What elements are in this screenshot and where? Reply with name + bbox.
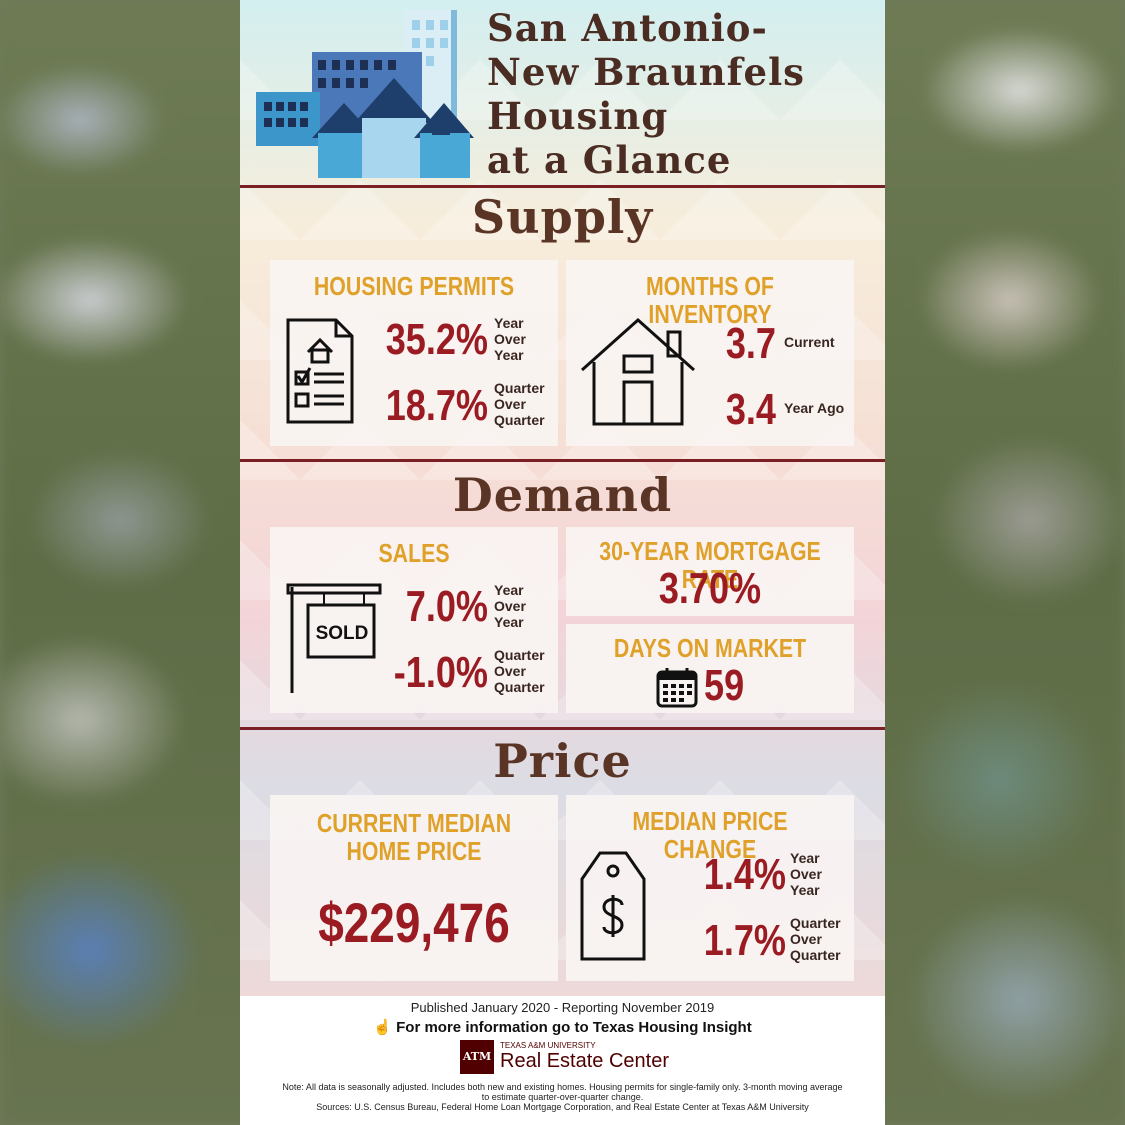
footer: Published January 2020 - Reporting Novem… — [240, 996, 885, 1125]
median-price-value: $229,476 — [318, 891, 510, 954]
pointer-hand-icon: ☝ — [373, 1019, 397, 1036]
card-months-of-inventory: MONTHS OF INVENTORY 3.7 Current 3.4 Year… — [566, 260, 854, 446]
permits-yoy-label: Year Over Year — [494, 315, 526, 363]
card-median-home-price: CURRENT MEDIAN HOME PRICE $229,476 — [270, 795, 558, 981]
price-change-yoy-value: 1.4% — [703, 850, 786, 899]
sales-qoq-value: -1.0% — [393, 648, 488, 697]
inventory-current-label: Current — [784, 334, 835, 350]
calendar-icon — [656, 668, 698, 708]
days-on-market-value: 59 — [704, 661, 745, 710]
document-checklist-icon — [286, 318, 354, 424]
permits-qoq-value: 18.7% — [385, 381, 488, 430]
section-divider — [240, 727, 885, 730]
section-divider — [240, 185, 885, 188]
card-title: SALES — [378, 538, 450, 568]
card-days-on-market: DAYS ON MARKET 59 — [566, 624, 854, 713]
card-title: CURRENT MEDIAN HOME PRICE — [316, 808, 512, 866]
price-change-qoq-value: 1.7% — [703, 916, 786, 965]
more-info-link[interactable]: ☝ For more information go to Texas Housi… — [373, 1019, 752, 1036]
title-line: San Antonio- — [487, 6, 768, 50]
sold-sign-icon — [286, 583, 382, 693]
card-title: MONTHS OF INVENTORY — [646, 271, 774, 329]
card-median-price-change: MEDIAN PRICE CHANGE 1.4% Year Over Year … — [566, 795, 854, 981]
title-line: at a Glance — [487, 138, 732, 182]
section-divider — [240, 459, 885, 462]
header: San Antonio- New Braunfels Housing at a … — [240, 0, 885, 185]
section-title-price: Price — [493, 734, 632, 788]
price-change-qoq-label: Quarter Over Quarter — [790, 915, 841, 963]
logo-center-text: Real Estate Center — [500, 1050, 669, 1072]
card-mortgage-rate: 30-YEAR MORTGAGE RATE 3.70% — [566, 527, 854, 616]
infographic-sheet: San Antonio- New Braunfels Housing at a … — [240, 0, 885, 1125]
sales-yoy-label: Year Over Year — [494, 582, 526, 630]
price-change-yoy-label: Year Over Year — [790, 850, 822, 898]
page-title: San Antonio- New Braunfels Housing at a … — [487, 6, 877, 182]
inventory-current-value: 3.7 — [725, 319, 776, 368]
real-estate-center-logo[interactable]: ATM TEXAS A&M UNIVERSITY Real Estate Cen… — [460, 1040, 680, 1076]
section-title-supply: Supply — [471, 190, 654, 244]
card-title: 30-YEAR MORTGAGE RATE — [599, 536, 821, 594]
title-line: Housing — [487, 94, 669, 138]
card-housing-permits: HOUSING PERMITS 35.2% Year Over Year 18.… — [270, 260, 558, 446]
logo-university-text: TEXAS A&M UNIVERSITY — [500, 1041, 596, 1050]
house-icon — [581, 317, 695, 426]
city-houses-illustration — [256, 10, 474, 178]
footnote: Note: All data is seasonally adjusted. I… — [282, 1082, 843, 1112]
inventory-ago-label: Year Ago — [784, 400, 845, 416]
sales-qoq-label: Quarter Over Quarter — [494, 647, 545, 695]
permits-yoy-value: 35.2% — [385, 315, 488, 364]
card-sales: SALES SOLD 7.0% Year Over Year -1.0% Qua… — [270, 527, 558, 713]
mortgage-rate-value: 3.70% — [658, 564, 762, 613]
card-title: HOUSING PERMITS — [313, 271, 515, 301]
sales-yoy-value: 7.0% — [405, 582, 488, 631]
sold-sign-text: SOLD — [315, 623, 369, 644]
permits-qoq-label: Quarter Over Quarter — [494, 380, 545, 428]
published-date: Published January 2020 - Reporting Novem… — [410, 1000, 715, 1015]
price-tag-icon — [580, 851, 646, 961]
card-title: DAYS ON MARKET — [613, 633, 807, 663]
tamu-logo-mark: ATM — [460, 1040, 494, 1074]
title-line: New Braunfels — [487, 50, 805, 94]
section-title-demand: Demand — [452, 468, 673, 522]
inventory-ago-value: 3.4 — [725, 385, 776, 434]
card-title: MEDIAN PRICE CHANGE — [632, 806, 788, 864]
